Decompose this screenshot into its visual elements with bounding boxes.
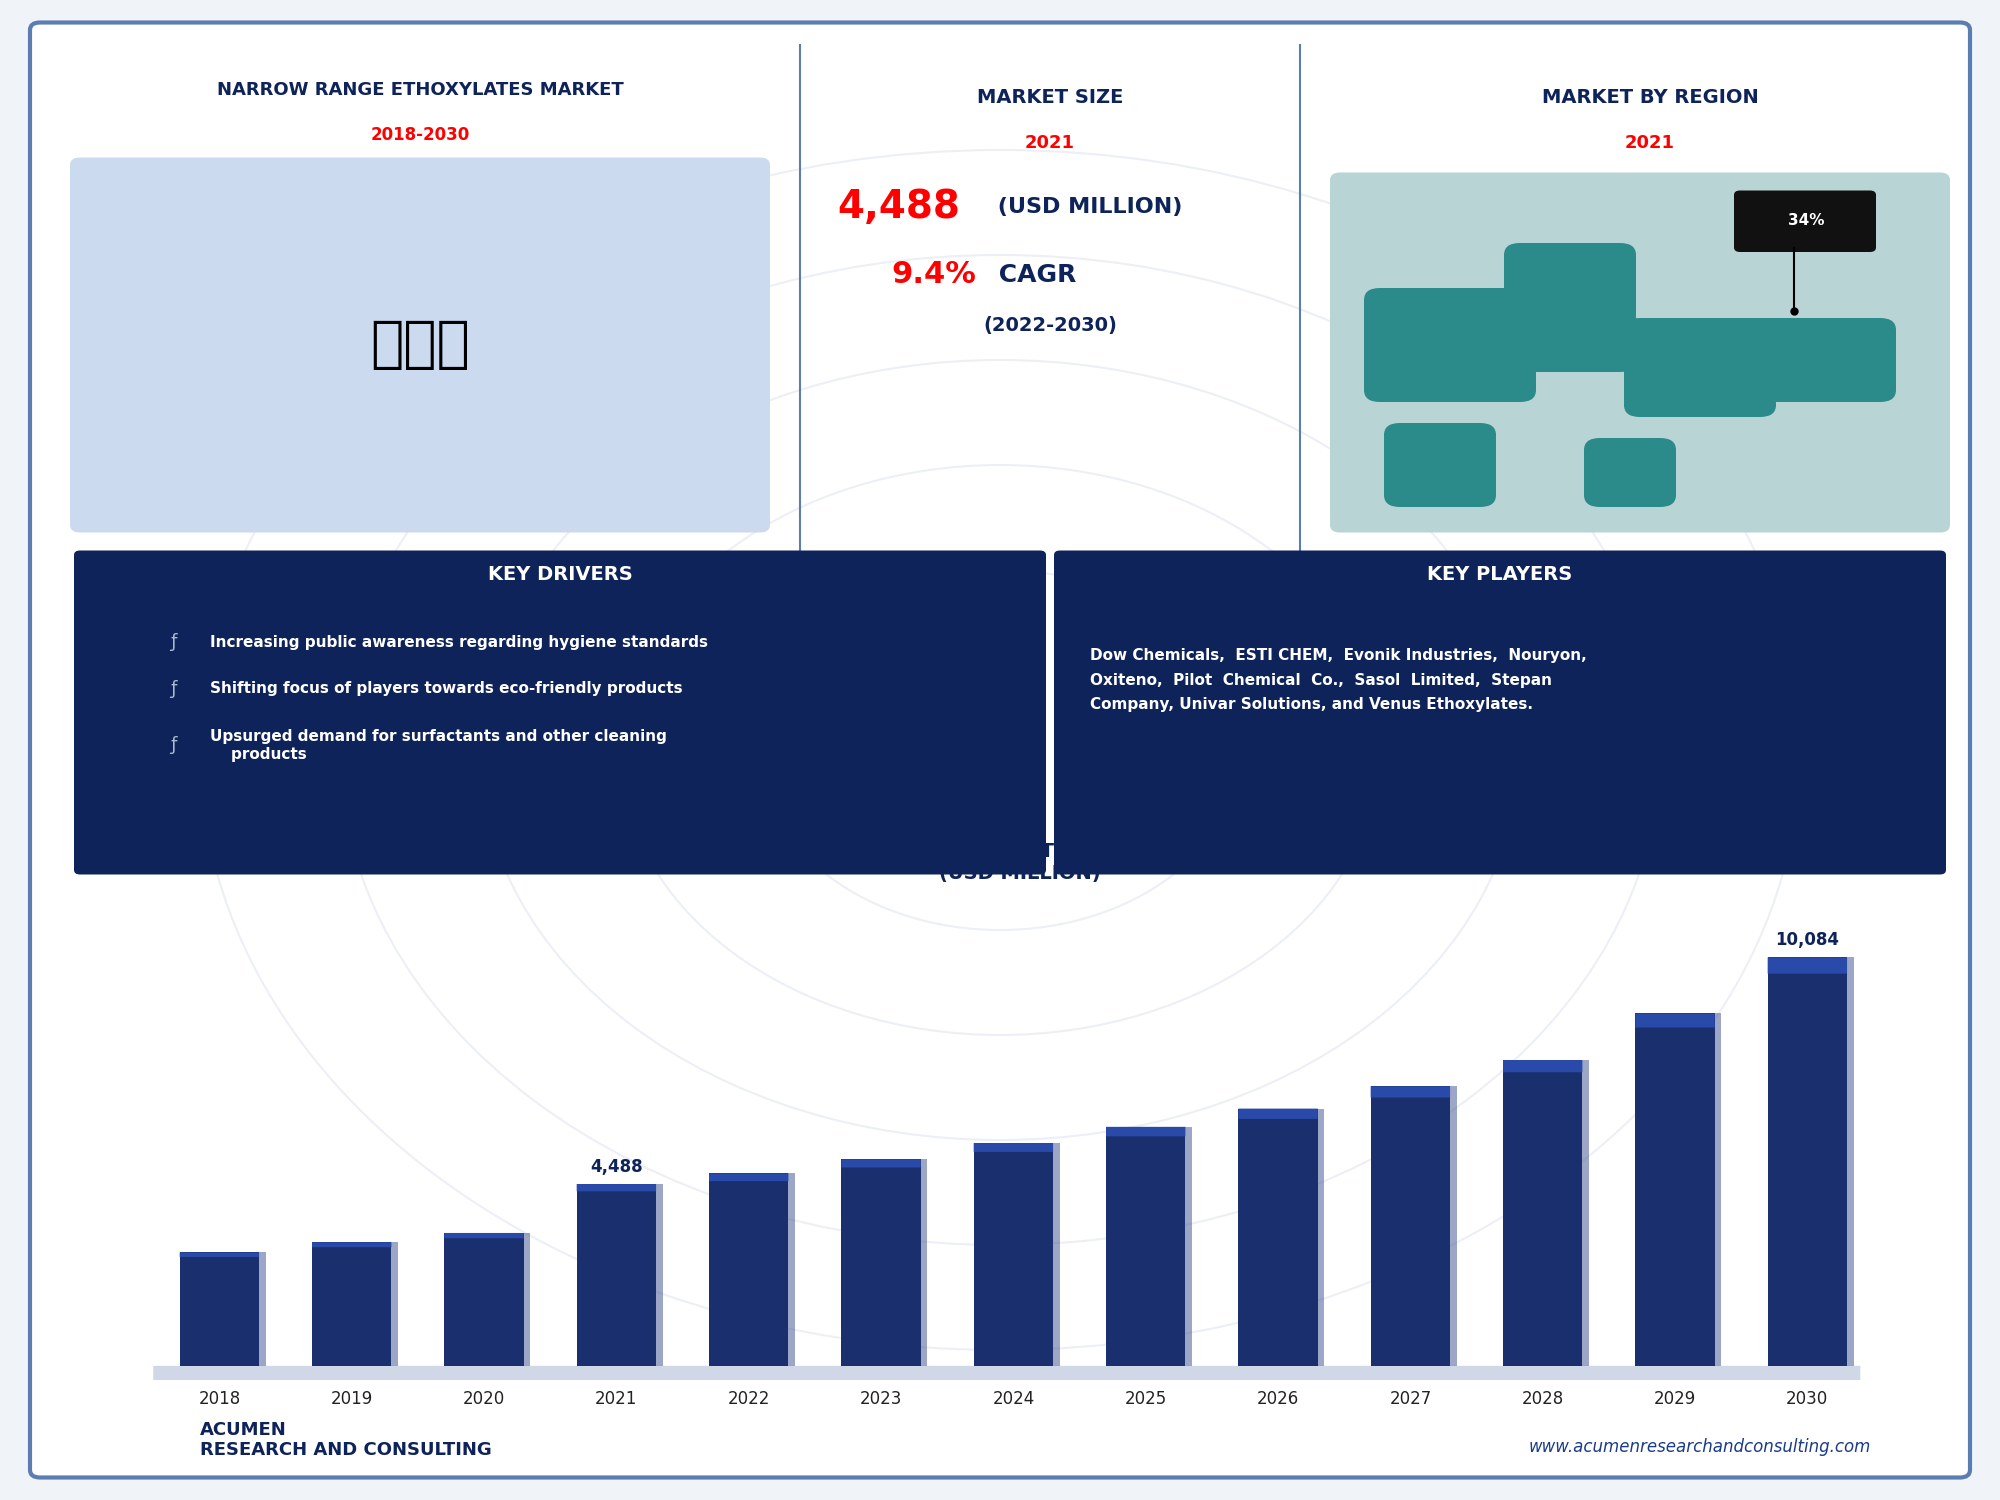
FancyBboxPatch shape: [576, 1184, 656, 1191]
FancyBboxPatch shape: [70, 158, 770, 532]
Polygon shape: [318, 1242, 398, 1366]
FancyBboxPatch shape: [154, 1366, 1860, 1382]
Polygon shape: [186, 1252, 266, 1366]
FancyBboxPatch shape: [1504, 243, 1636, 372]
Polygon shape: [1112, 1126, 1192, 1366]
Bar: [180, 1252, 260, 1366]
Text: 2018-2030: 2018-2030: [370, 126, 470, 144]
FancyBboxPatch shape: [312, 1242, 392, 1246]
Polygon shape: [1378, 1086, 1456, 1366]
FancyBboxPatch shape: [444, 1233, 524, 1239]
FancyBboxPatch shape: [1330, 172, 1950, 532]
Text: NARROW RANGE ETHOXYLATES MARKET: NARROW RANGE ETHOXYLATES MARKET: [216, 81, 624, 99]
Polygon shape: [716, 1173, 796, 1366]
FancyBboxPatch shape: [710, 1173, 788, 1180]
Polygon shape: [848, 1160, 928, 1366]
Text: KEY DRIVERS: KEY DRIVERS: [488, 566, 632, 584]
Bar: [312, 1242, 392, 1366]
Bar: [1768, 957, 1848, 1366]
Polygon shape: [584, 1184, 662, 1366]
FancyBboxPatch shape: [1238, 1108, 1318, 1119]
FancyBboxPatch shape: [1054, 550, 1946, 874]
Text: MARKET BY REGION: MARKET BY REGION: [1542, 88, 1758, 106]
FancyBboxPatch shape: [1504, 1060, 1582, 1072]
Polygon shape: [980, 1143, 1060, 1366]
Text: Dow Chemicals,  ESTI CHEM,  Evonik Industries,  Nouryon,
Oxiteno,  Pilot  Chemic: Dow Chemicals, ESTI CHEM, Evonik Industr…: [1090, 648, 1586, 712]
Text: 4,488: 4,488: [590, 1158, 642, 1176]
Text: Increasing public awareness regarding hygiene standards: Increasing public awareness regarding hy…: [210, 634, 708, 650]
Text: ƒ: ƒ: [170, 736, 182, 754]
Text: 34%: 34%: [1788, 213, 1824, 228]
Polygon shape: [1642, 1014, 1722, 1366]
FancyBboxPatch shape: [1384, 423, 1496, 507]
Bar: [1238, 1108, 1318, 1366]
Text: (USD MILLION): (USD MILLION): [990, 196, 1182, 217]
Text: Shifting focus of players towards eco-friendly products: Shifting focus of players towards eco-fr…: [210, 681, 682, 696]
Bar: [1636, 1014, 1714, 1366]
Bar: [710, 1173, 788, 1366]
FancyBboxPatch shape: [1744, 318, 1896, 402]
Polygon shape: [1774, 957, 1854, 1366]
FancyBboxPatch shape: [1364, 288, 1536, 402]
Text: MARKET SIZE: MARKET SIZE: [976, 88, 1124, 106]
Text: 10,084: 10,084: [1776, 932, 1840, 950]
Bar: [444, 1233, 524, 1366]
Text: 🧴🧴🧴: 🧴🧴🧴: [370, 318, 470, 372]
Bar: [1370, 1086, 1450, 1366]
Text: Upsurged demand for surfactants and other cleaning
    products: Upsurged demand for surfactants and othe…: [210, 729, 666, 762]
FancyBboxPatch shape: [1624, 318, 1776, 417]
Text: www.acumenresearchandconsulting.com: www.acumenresearchandconsulting.com: [1528, 1438, 1872, 1456]
Text: ACUMEN
RESEARCH AND CONSULTING: ACUMEN RESEARCH AND CONSULTING: [200, 1420, 492, 1460]
FancyBboxPatch shape: [1734, 190, 1876, 252]
Text: ƒ: ƒ: [170, 633, 182, 651]
Bar: [1504, 1060, 1582, 1366]
FancyBboxPatch shape: [1584, 438, 1676, 507]
Text: 2021: 2021: [1024, 134, 1076, 152]
Title: NARROW RANGE ETHOXYLATES MARKET 2018-2030
(USD MILLION): NARROW RANGE ETHOXYLATES MARKET 2018-203…: [738, 842, 1302, 884]
FancyBboxPatch shape: [30, 22, 1970, 1478]
FancyBboxPatch shape: [1768, 957, 1848, 974]
Bar: [842, 1160, 920, 1366]
Polygon shape: [1244, 1108, 1324, 1366]
Bar: [576, 1184, 656, 1366]
Text: KEY PLAYERS: KEY PLAYERS: [1428, 566, 1572, 584]
Polygon shape: [1510, 1060, 1590, 1366]
FancyBboxPatch shape: [180, 1252, 260, 1257]
Text: 4,488: 4,488: [838, 188, 960, 226]
FancyBboxPatch shape: [974, 1143, 1054, 1152]
Text: 2021: 2021: [1624, 134, 1676, 152]
FancyBboxPatch shape: [1636, 1014, 1714, 1028]
Text: ƒ: ƒ: [170, 680, 182, 698]
Bar: [1106, 1126, 1186, 1366]
Bar: [974, 1143, 1054, 1366]
FancyBboxPatch shape: [74, 550, 1046, 874]
Text: CAGR: CAGR: [990, 262, 1076, 286]
Text: (2022-2030): (2022-2030): [984, 316, 1116, 334]
FancyBboxPatch shape: [1370, 1086, 1450, 1098]
Polygon shape: [450, 1233, 530, 1366]
Text: 9.4%: 9.4%: [892, 260, 976, 290]
FancyBboxPatch shape: [842, 1160, 920, 1167]
FancyBboxPatch shape: [1106, 1126, 1186, 1137]
